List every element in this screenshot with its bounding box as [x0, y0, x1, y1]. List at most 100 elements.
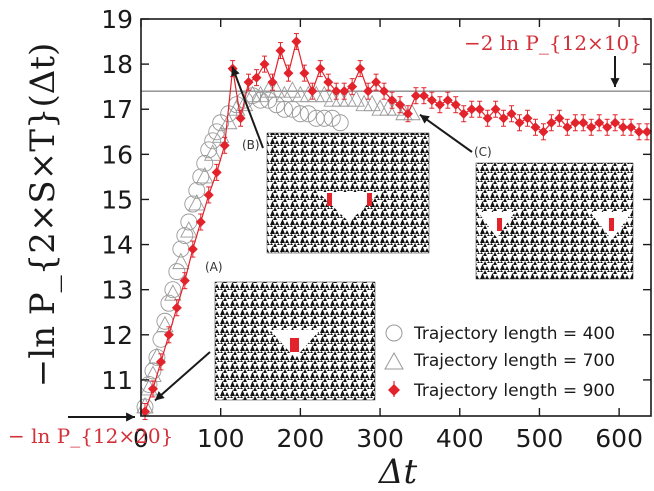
point — [394, 99, 405, 110]
point — [586, 122, 597, 133]
point — [163, 329, 174, 340]
point — [291, 36, 302, 47]
chart-marks — [136, 33, 653, 420]
point — [219, 112, 238, 130]
point — [594, 117, 605, 128]
y-tick-label: 15 — [101, 185, 133, 214]
point — [458, 108, 469, 119]
point — [192, 168, 210, 186]
point — [260, 91, 277, 109]
point — [184, 195, 202, 213]
x-tick-label: 500 — [516, 424, 564, 453]
point — [291, 105, 309, 123]
point — [299, 68, 310, 79]
point — [506, 108, 517, 119]
point — [618, 122, 629, 133]
point — [387, 95, 398, 106]
arrow-c — [419, 113, 473, 153]
point — [402, 108, 413, 119]
x-tick-label: 600 — [595, 424, 643, 453]
point — [315, 85, 334, 103]
point — [179, 275, 190, 286]
y-tick-label: 14 — [101, 231, 133, 260]
point — [347, 90, 365, 107]
point — [450, 99, 461, 110]
point — [219, 140, 230, 151]
point — [347, 81, 358, 92]
inset-c-label: (C) — [474, 145, 492, 159]
point — [148, 348, 166, 366]
point — [171, 302, 182, 313]
point — [227, 99, 246, 116]
point — [211, 126, 230, 143]
point — [251, 72, 262, 83]
inset-c-void-left — [478, 212, 515, 238]
arrow-c-head — [419, 114, 430, 124]
x-tick-label: 0 — [133, 424, 149, 453]
point — [235, 113, 246, 124]
point — [554, 113, 565, 124]
point — [275, 85, 294, 103]
point — [490, 104, 501, 115]
y-tick-label: 13 — [101, 276, 133, 305]
point — [283, 68, 294, 79]
inset-a-marker — [290, 338, 299, 352]
point — [144, 362, 162, 380]
inset-b-void — [318, 192, 380, 222]
point — [208, 123, 226, 141]
point — [204, 132, 222, 150]
point — [259, 59, 270, 70]
point — [418, 90, 429, 101]
reference-line-label: −2 ln P_{12×10} — [464, 31, 642, 55]
arrow-lower-head — [126, 412, 135, 422]
point — [176, 227, 194, 244]
point — [331, 86, 342, 97]
lower-annotation-label: − ln P_{12×20} — [8, 424, 173, 448]
inset-b-marker-right — [367, 193, 372, 206]
legend-entry-900: Trajectory length = 900 — [413, 381, 615, 401]
y-tick-label: 12 — [101, 321, 133, 350]
y-tick-label: 11 — [101, 366, 133, 395]
point — [164, 284, 182, 301]
point — [442, 95, 453, 106]
point — [482, 113, 493, 124]
inset-c-marker-left — [497, 218, 502, 231]
point — [522, 113, 533, 124]
x-tick-label: 300 — [356, 424, 404, 453]
x-axis-title: Δt — [377, 452, 418, 491]
inset-b-marker-left — [327, 193, 332, 206]
point — [626, 122, 637, 133]
arrow-b-head — [231, 66, 240, 77]
point — [168, 263, 186, 281]
inset-a-label: (A) — [205, 260, 223, 274]
point — [315, 109, 333, 127]
point — [498, 113, 509, 124]
inset-c: (C) — [474, 145, 634, 280]
point — [243, 77, 254, 88]
series-2 — [139, 33, 653, 420]
legend-entry-700: Trajectory length = 700 — [413, 351, 615, 371]
point — [188, 194, 206, 211]
point — [371, 77, 382, 88]
point — [315, 63, 326, 74]
legend-triangle-marker — [384, 351, 404, 370]
point — [538, 126, 549, 137]
point — [251, 85, 270, 103]
point — [379, 86, 390, 97]
point — [267, 77, 278, 88]
point — [283, 81, 302, 98]
arrow-a-head — [154, 391, 165, 401]
inset-b-label: (B) — [242, 138, 260, 152]
point — [410, 90, 421, 101]
arrow-a — [154, 351, 211, 402]
y-tick-label: 19 — [101, 5, 133, 34]
point — [275, 100, 293, 118]
point — [602, 122, 613, 133]
point — [642, 126, 653, 137]
point — [363, 86, 374, 97]
point — [323, 109, 341, 127]
chart-axes: 0 100 200 300 400 500 600 11 12 13 14 15 16 17 18 19 — [68, 5, 652, 453]
point — [426, 95, 437, 106]
point — [200, 141, 218, 159]
point — [211, 167, 222, 178]
